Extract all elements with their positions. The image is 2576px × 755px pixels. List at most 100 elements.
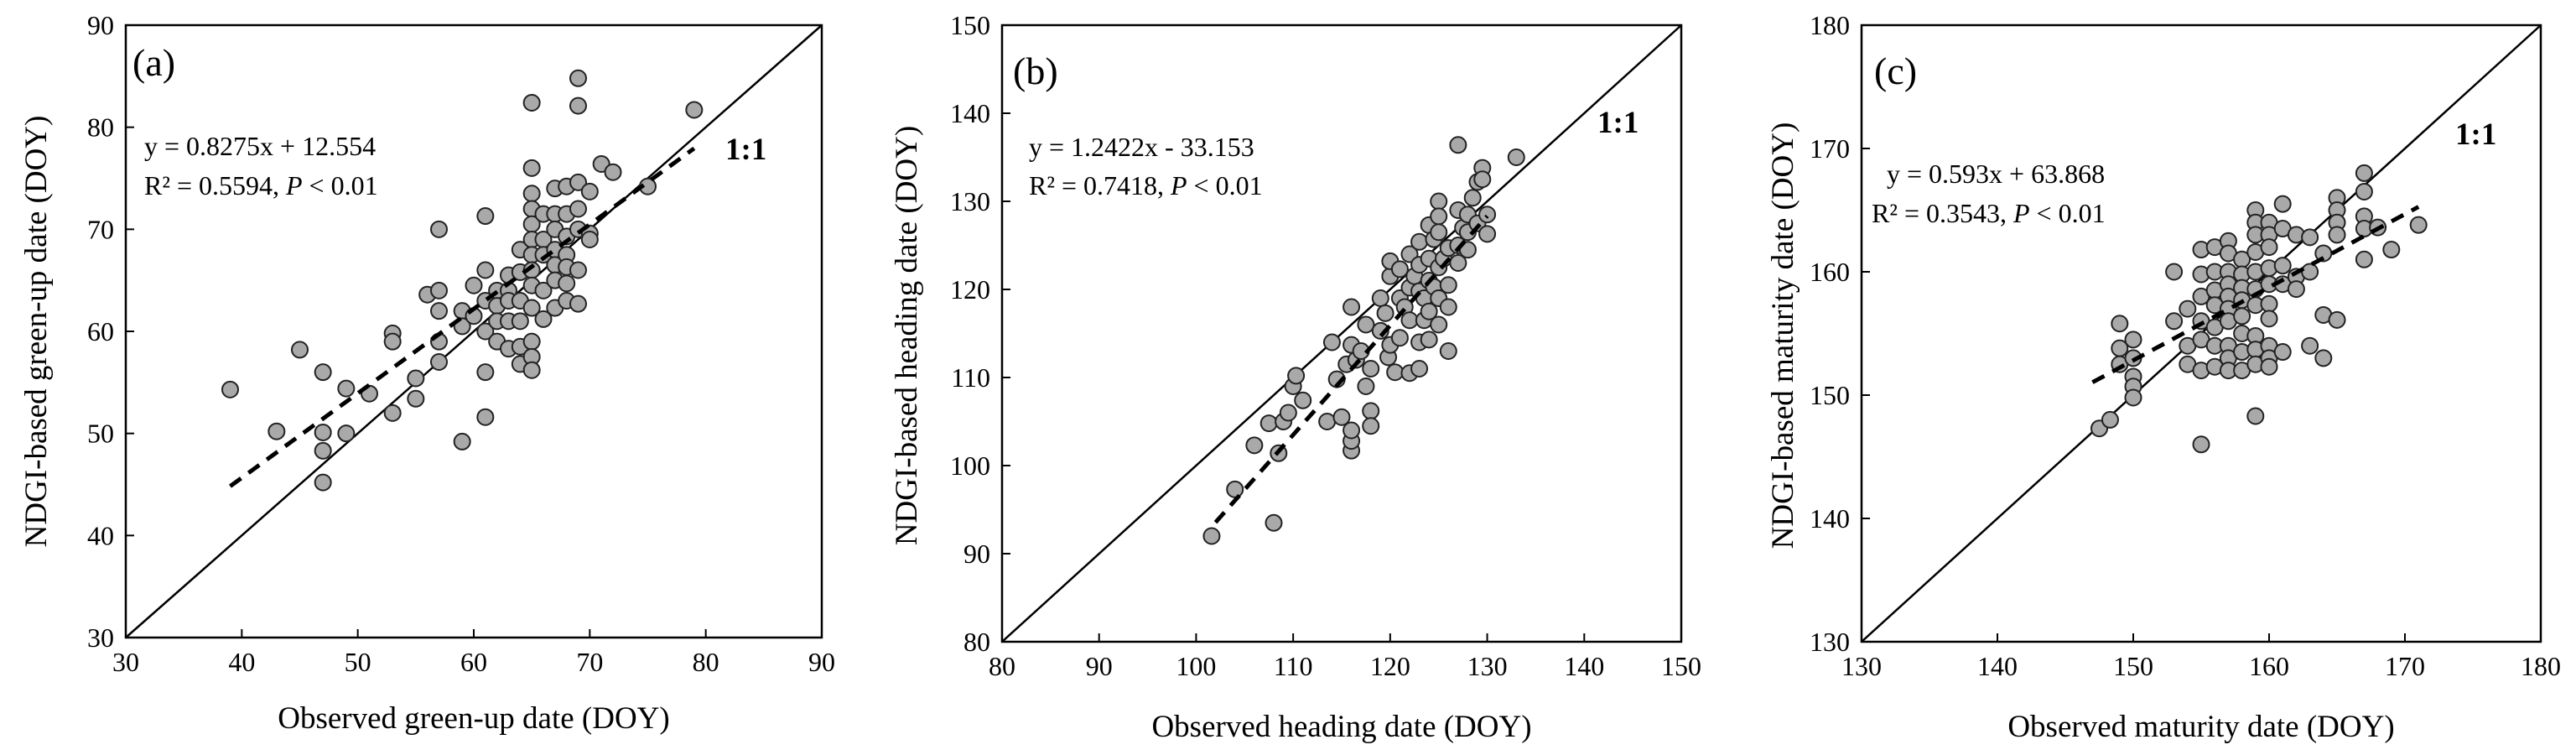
- data-point: [1332, 408, 1351, 426]
- x-tick-label: 180: [2521, 651, 2561, 681]
- data-point: [1463, 189, 1482, 207]
- data-point: [534, 310, 553, 328]
- x-tick-label: 120: [1370, 651, 1410, 681]
- x-tick-label: 150: [2113, 651, 2153, 681]
- regression-equation: y = 0.593x + 63.868: [1887, 159, 2105, 189]
- x-tick-label: 40: [228, 647, 255, 677]
- data-point: [1478, 225, 1497, 243]
- data-point: [2179, 299, 2197, 318]
- data-point: [476, 322, 495, 341]
- data-point: [1439, 276, 1457, 294]
- data-point: [1318, 413, 1337, 430]
- data-point: [1473, 170, 1492, 189]
- data-point: [685, 101, 704, 119]
- data-point: [2355, 250, 2373, 268]
- p-symbol: P: [2012, 198, 2030, 228]
- data-point: [1386, 363, 1405, 382]
- data-point: [522, 185, 541, 203]
- data-point: [2355, 182, 2373, 200]
- data-point: [314, 441, 332, 460]
- x-tick-label: 100: [1176, 651, 1216, 681]
- data-point: [1449, 136, 1467, 154]
- data-point: [476, 261, 495, 279]
- data-point: [569, 294, 587, 313]
- y-tick-label: 170: [1810, 133, 1850, 164]
- regression-fit-line: [2091, 205, 2420, 384]
- x-axis-title: Observed maturity date (DOY): [2007, 710, 2394, 744]
- data-point: [522, 93, 541, 112]
- p-symbol: P: [1170, 170, 1187, 200]
- data-point: [476, 363, 495, 382]
- data-point: [2124, 388, 2142, 407]
- data-point: [430, 302, 448, 320]
- data-point: [1439, 298, 1457, 316]
- data-point: [314, 473, 332, 492]
- data-point: [2409, 216, 2428, 234]
- data-point: [2328, 310, 2346, 329]
- x-tick-label: 170: [2385, 651, 2425, 681]
- regression-equation: y = 1.2422x - 33.153: [1029, 132, 1254, 162]
- r2-value: R² = 0.7418,: [1029, 170, 1171, 200]
- data-point: [1259, 414, 1278, 433]
- p-symbol: P: [285, 170, 303, 200]
- data-point: [569, 261, 587, 279]
- data-point: [569, 200, 587, 218]
- data-point: [1265, 513, 1283, 532]
- one-to-one-label: 1:1: [1597, 106, 1639, 140]
- data-point: [1390, 260, 1409, 279]
- data-point: [580, 182, 599, 200]
- one-to-one-label: 1:1: [725, 133, 766, 167]
- data-point: [2355, 164, 2373, 182]
- data-point: [1430, 223, 1448, 242]
- data-point: [2165, 263, 2184, 281]
- data-point: [1390, 329, 1409, 347]
- data-point: [569, 96, 587, 115]
- x-axis-title: Observed green-up date (DOY): [278, 701, 669, 736]
- data-point: [476, 207, 495, 226]
- data-point: [430, 220, 448, 238]
- data-point: [1376, 304, 1394, 322]
- regression-equation: y = 0.8275x + 12.554: [144, 131, 376, 161]
- panel-c: 130 140 150 160 170 180 130 140 150 160 170 180 (c…: [1766, 10, 2561, 744]
- x-tick-label: 60: [460, 647, 487, 677]
- data-point: [1202, 527, 1221, 545]
- y-tick-label: 140: [1810, 503, 1850, 534]
- y-tick-label: 70: [87, 214, 114, 244]
- data-point: [1430, 315, 1448, 334]
- data-point: [1362, 360, 1380, 378]
- data-point: [1343, 298, 1361, 316]
- data-point: [604, 163, 622, 181]
- data-point: [2273, 195, 2292, 213]
- regression-fit-line: [229, 146, 696, 488]
- panel-a: 30 40 50 60 70 80 90 30 40 50 60 70 80 90 (a) y = 0.…: [19, 10, 835, 736]
- data-point: [1478, 206, 1497, 224]
- data-point: [2246, 407, 2265, 425]
- data-point: [511, 312, 529, 331]
- x-tick-label: 80: [989, 651, 1015, 681]
- data-point: [1226, 480, 1244, 498]
- data-point: [221, 380, 239, 398]
- data-point: [2328, 226, 2346, 244]
- data-point: [2124, 331, 2142, 349]
- y-tick-label: 90: [963, 539, 990, 569]
- x-tick-label: 50: [345, 647, 371, 677]
- data-point: [1371, 289, 1389, 307]
- data-point: [2301, 228, 2319, 247]
- x-axis-ticks: 30 40 50 60 70 80 90: [112, 629, 835, 677]
- y-tick-label: 180: [1810, 10, 1850, 40]
- data-point: [407, 389, 425, 408]
- x-axis-ticks: 130 140 150 160 170 180: [1841, 633, 2561, 681]
- data-point: [337, 424, 356, 443]
- data-point: [2260, 357, 2278, 376]
- data-point: [2301, 336, 2319, 355]
- y-tick-label: 110: [951, 362, 990, 393]
- x-tick-label: 140: [1564, 651, 1604, 681]
- p-value: < 0.01: [2030, 198, 2106, 228]
- data-point: [1400, 311, 1419, 330]
- data-point: [1294, 391, 1312, 409]
- p-value: < 0.01: [303, 170, 378, 200]
- data-point: [1279, 404, 1297, 422]
- y-tick-label: 130: [950, 186, 990, 216]
- y-tick-label: 60: [87, 316, 114, 346]
- r2-value: R² = 0.5594,: [144, 170, 286, 200]
